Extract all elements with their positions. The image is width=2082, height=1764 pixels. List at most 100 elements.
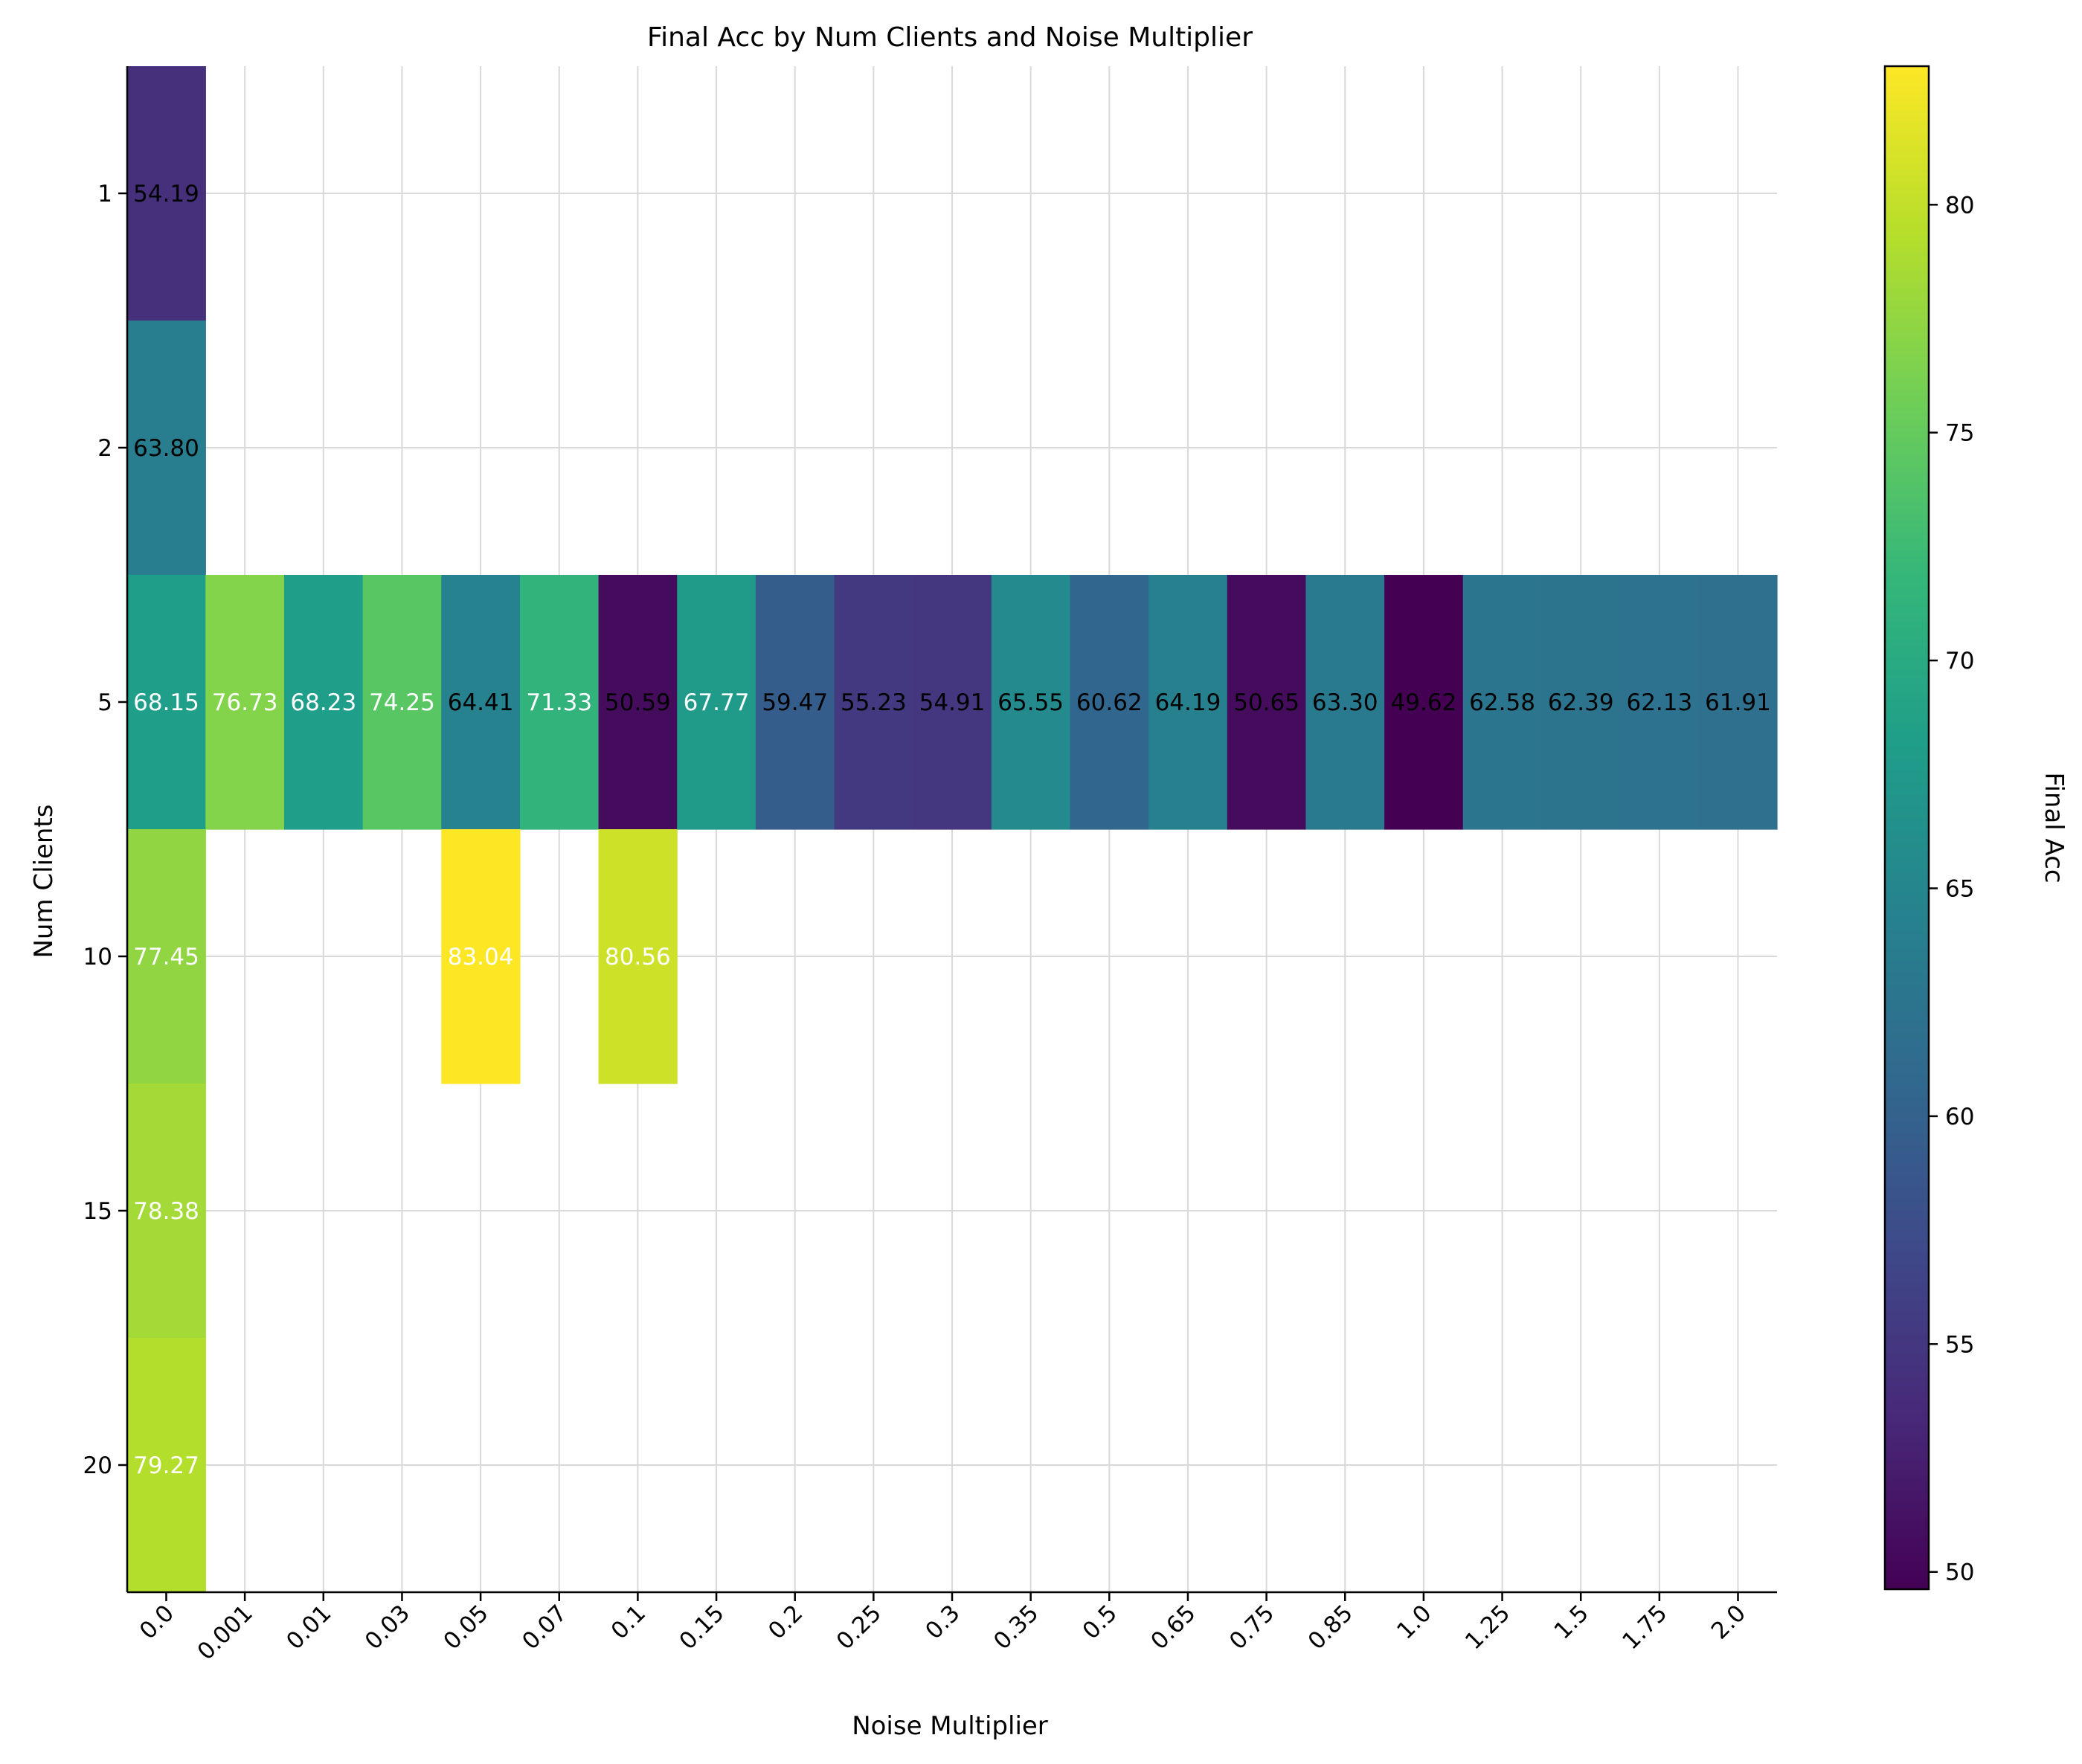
x-tick-label: 1.0 [1392,1600,1436,1644]
heatmap-cell [755,575,835,830]
x-tick-label: 1.75 [1617,1600,1672,1655]
x-tick-label: 0.65 [1146,1600,1201,1655]
cell-value-label: 61.91 [1705,689,1771,716]
x-tick-label: 0.1 [606,1600,651,1644]
colorbar-gradient [1883,65,1930,1591]
cell-value-label: 74.25 [369,689,435,716]
x-tick-label: 0.001 [193,1600,258,1665]
colorbar-tick-label: 50 [1945,1559,1974,1586]
x-tick-label: 0.07 [517,1600,572,1655]
x-tick-label: 0.3 [920,1600,965,1644]
x-axis-label: Noise Multiplier [852,1711,1048,1741]
colorbar: 50 55 60 65 70 75 80 [1883,65,1974,1591]
cell-value-label: 62.13 [1626,689,1692,716]
heatmap-cell [127,321,206,576]
heatmap-cell [362,575,442,830]
x-tick-label: 0.05 [438,1600,493,1655]
cell-value-labels: 54.19 63.80 68.15 76.73 68.23 74.25 64.41 71.33… [133,181,1771,1479]
heatmap-cell [1070,575,1149,830]
heatmap-cell [1148,575,1228,830]
cell-value-label: 80.56 [605,944,671,970]
axes: 0.0 0.001 0.01 0.03 0.05 0.07 0.1 0.15 0.2 0.25 0.… [83,66,1777,1665]
heatmap-cell [441,829,521,1084]
cell-value-label: 49.62 [1391,689,1457,716]
colorbar-tick-label: 80 [1945,192,1974,219]
cell-value-label: 68.15 [133,689,199,716]
heatmap-cell [1462,575,1542,830]
colorbar-tick-label: 75 [1945,420,1974,447]
cell-value-label: 77.45 [133,944,199,970]
heatmap-cell [1384,575,1464,830]
cell-value-label: 50.59 [605,689,671,716]
cell-value-label: 54.91 [919,689,986,716]
heatmap-cell [127,575,206,830]
heatmap-cell [598,829,678,1084]
cell-value-label: 65.55 [997,689,1064,716]
x-tick-label: 0.0 [135,1600,179,1644]
y-axis-label: Num Clients [29,804,59,958]
heatmap-cell [127,1338,206,1593]
heatmap-cells [127,66,1778,1593]
heatmap-cell [1541,575,1621,830]
x-tick-label: 1.5 [1549,1600,1594,1644]
heatmap-cell [441,575,521,830]
colorbar-label: Final Acc [2039,772,2069,883]
cell-value-label: 79.27 [133,1452,199,1479]
y-tick-label: 20 [83,1452,112,1479]
y-tick-label: 15 [83,1198,112,1225]
heatmap-cell [127,66,206,321]
heatmap-cell [283,575,364,830]
y-tick-label: 5 [97,689,112,716]
x-tick-label: 0.03 [360,1600,415,1655]
heatmap-cell [1227,575,1307,830]
cell-value-label: 63.30 [1312,689,1378,716]
cell-value-label: 55.23 [841,689,907,716]
chart-title: Final Acc by Num Clients and Noise Multi… [647,22,1253,53]
heatmap-cell [127,829,206,1084]
cell-value-label: 68.23 [290,689,356,716]
heatmap-cell [834,575,913,830]
x-tick-label: 0.5 [1078,1600,1122,1644]
cell-value-label: 54.19 [133,181,199,207]
y-tick-label: 1 [97,181,112,207]
heatmap-cell [127,1084,206,1339]
cell-value-label: 60.62 [1076,689,1143,716]
colorbar-tick-label: 60 [1945,1104,1974,1130]
cell-value-label: 64.41 [448,689,514,716]
heatmap-cell [991,575,1071,830]
cell-value-label: 78.38 [133,1198,199,1225]
x-tick-label: 0.2 [763,1600,808,1644]
cell-value-label: 62.58 [1469,689,1535,716]
x-tick-label: 0.15 [674,1600,729,1655]
x-tick-label: 0.01 [281,1600,336,1655]
heatmap-cell [519,575,600,830]
heatmap-cell [1620,575,1700,830]
x-tick-label: 0.25 [832,1600,887,1655]
heatmap-cell [1305,575,1385,830]
colorbar-tick-label: 55 [1945,1331,1974,1358]
cell-value-label: 76.73 [212,689,278,716]
y-tick-label: 2 [97,435,112,462]
cell-value-label: 67.77 [684,689,750,716]
heatmap-cell [913,575,992,830]
cell-value-label: 71.33 [526,689,592,716]
cell-value-label: 64.19 [1155,689,1221,716]
colorbar-tick-label: 65 [1945,876,1974,903]
heatmap-cell [205,575,285,830]
heatmap-cell [677,575,756,830]
x-tick-label: 0.35 [989,1600,1044,1655]
x-tick-label: 2.0 [1706,1600,1751,1644]
cell-value-label: 83.04 [448,944,514,970]
heatmap-cell [598,575,678,830]
cell-value-label: 63.80 [133,435,199,462]
heatmap-cell [1698,575,1778,830]
colorbar-tick-label: 70 [1945,648,1974,675]
cell-value-label: 50.65 [1233,689,1299,716]
x-tick-label: 1.25 [1460,1600,1515,1655]
cell-value-label: 62.39 [1548,689,1614,716]
x-tick-label: 0.85 [1303,1600,1358,1655]
y-tick-label: 10 [83,944,112,970]
cell-value-label: 59.47 [762,689,828,716]
x-tick-label: 0.75 [1224,1600,1279,1655]
